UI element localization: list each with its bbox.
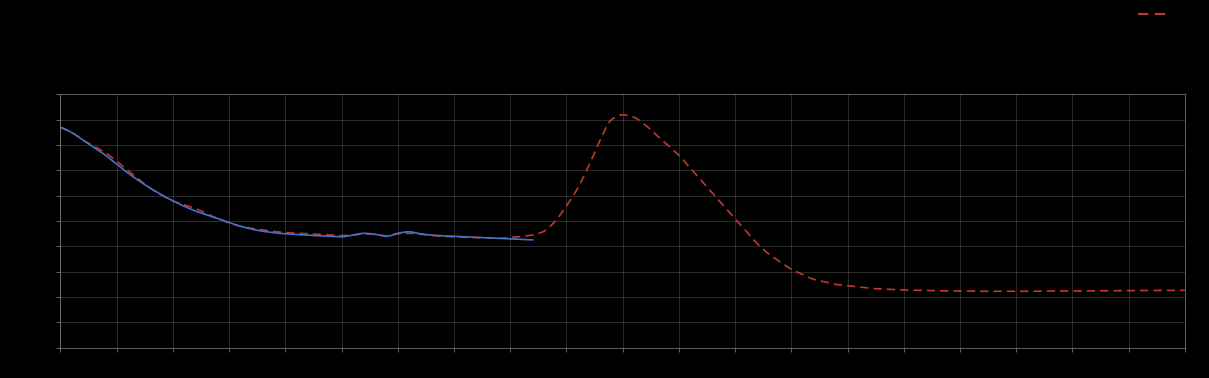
Legend: , : , [1134, 0, 1179, 24]
